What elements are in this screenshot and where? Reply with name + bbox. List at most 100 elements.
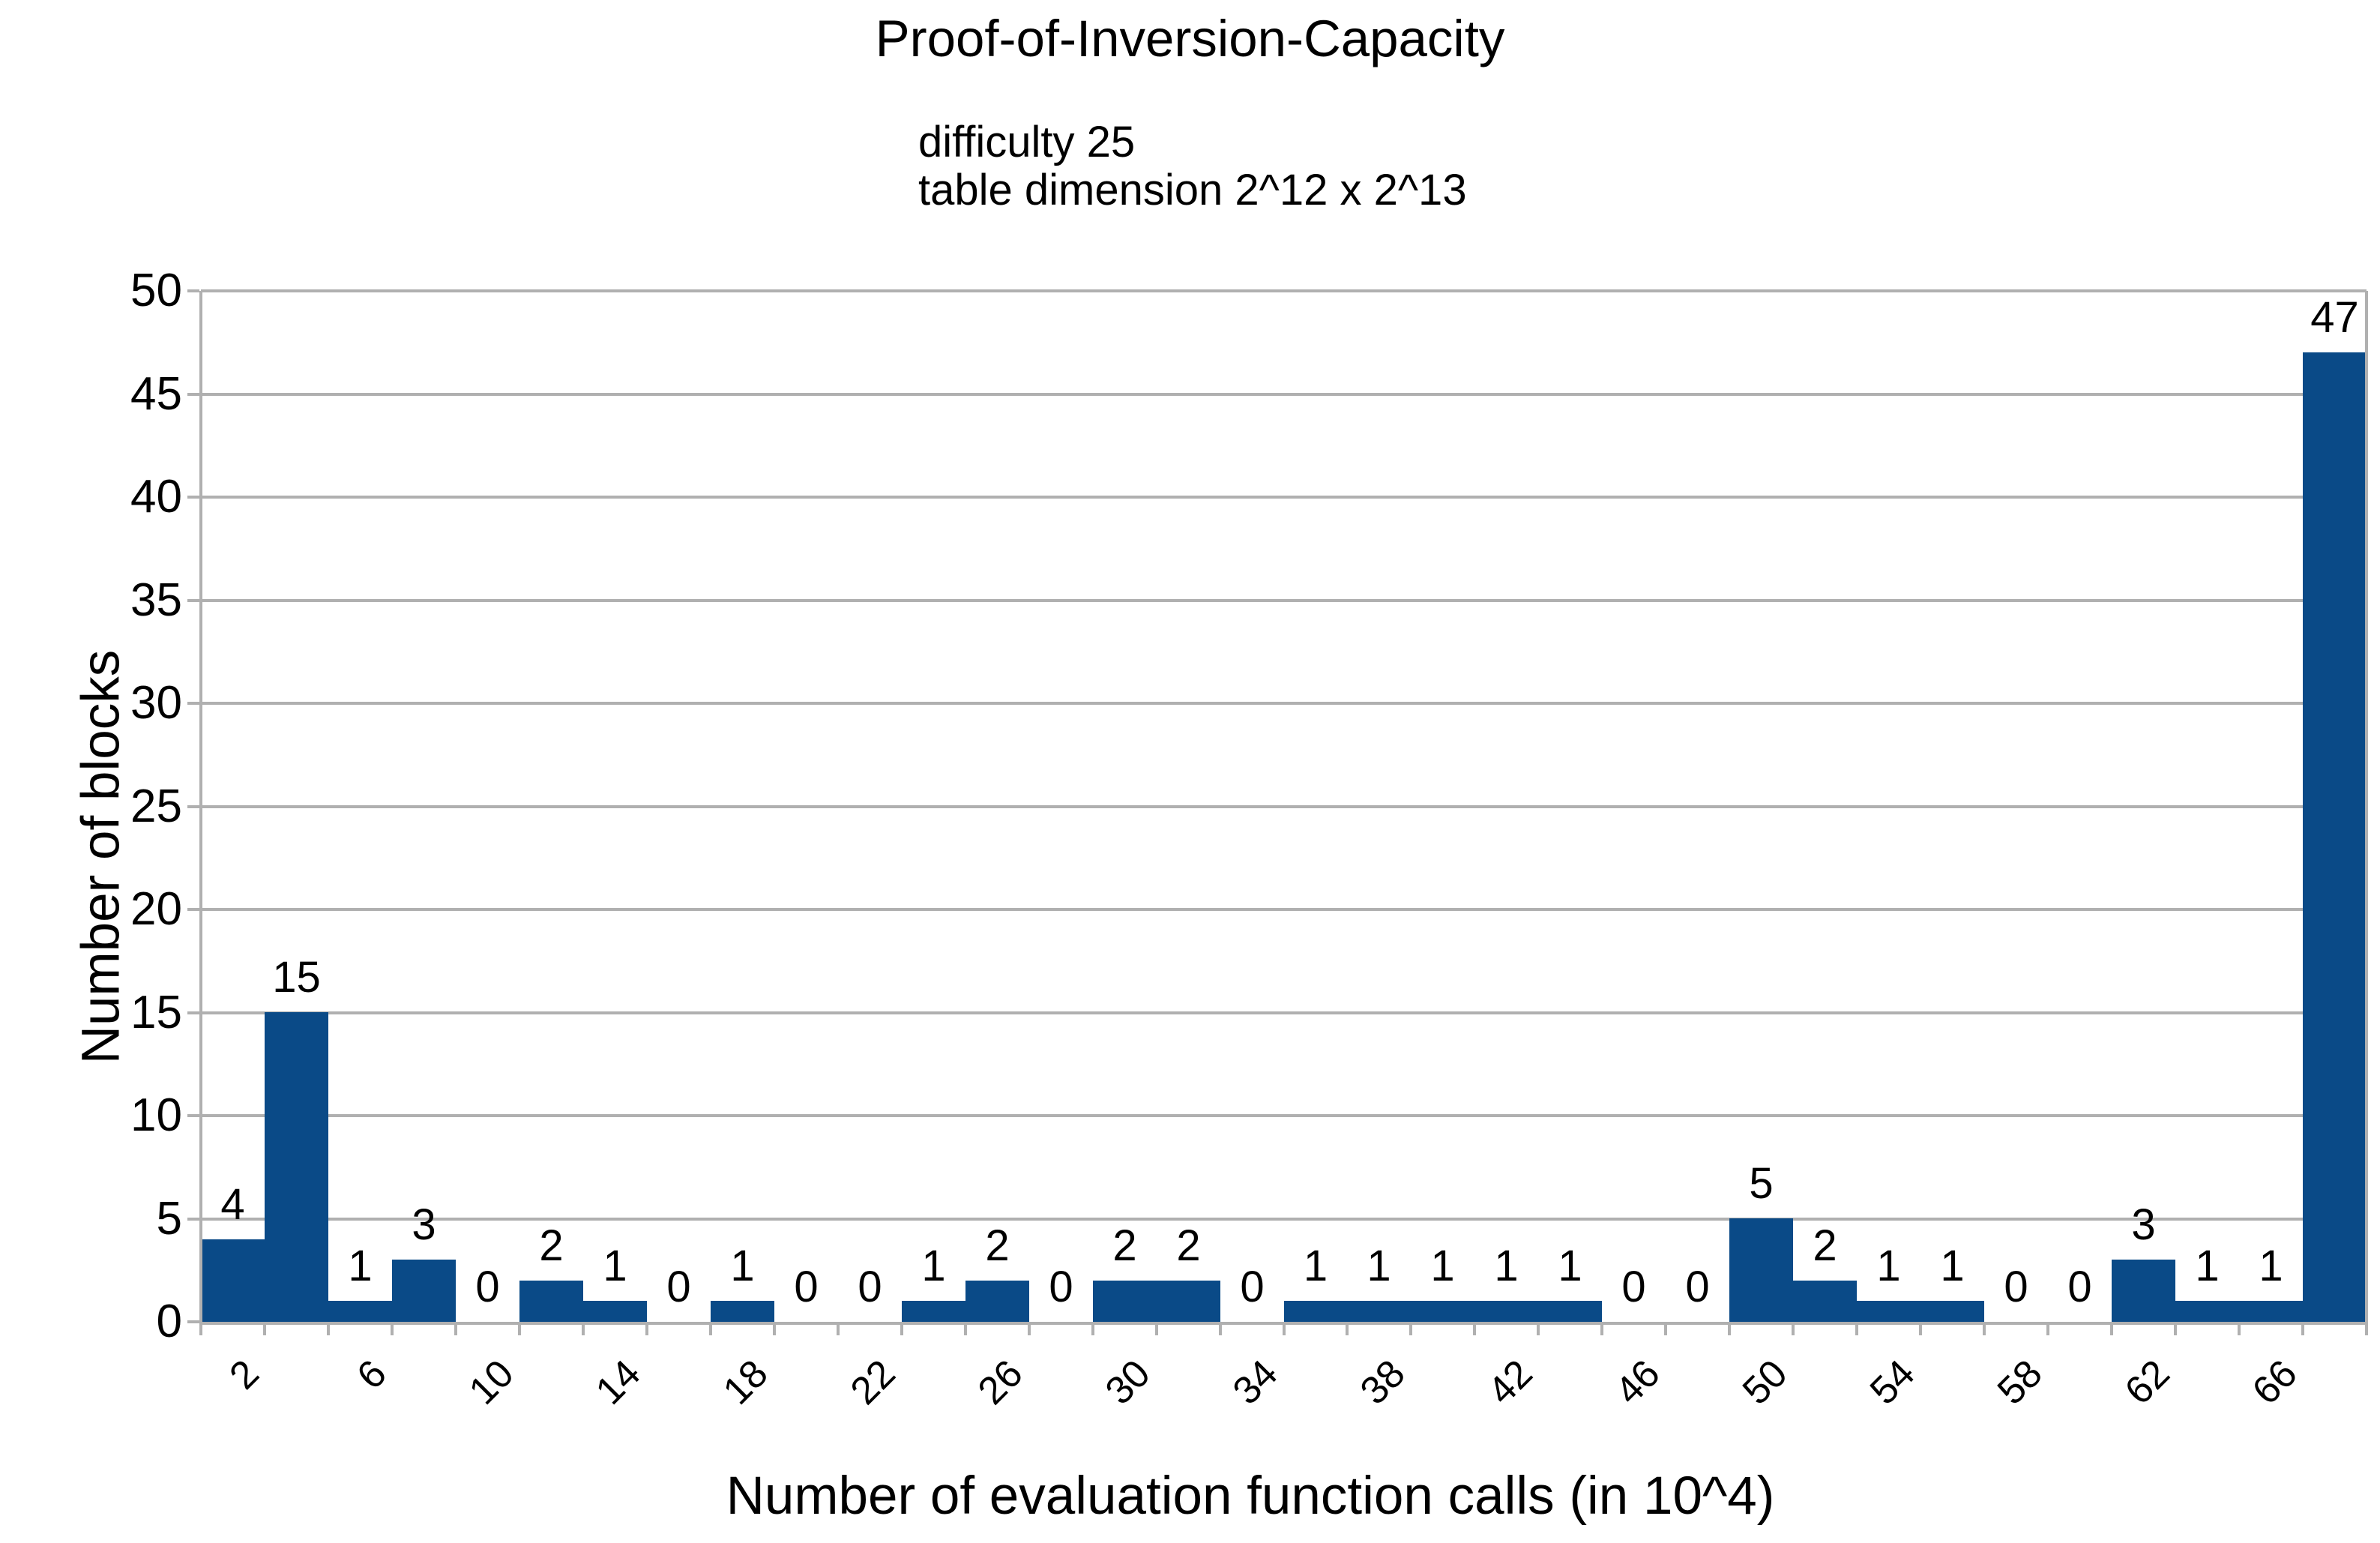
x-axis-tick	[2365, 1325, 2368, 1335]
y-gridline	[201, 496, 2367, 499]
x-axis-tick	[773, 1325, 776, 1335]
y-axis-tick	[187, 496, 199, 499]
y-axis-tick	[187, 702, 199, 705]
bar-value-label: 1	[348, 1242, 373, 1290]
chart-subtitle-line-1: difficulty 25	[918, 118, 1136, 166]
bar-value-label: 2	[1112, 1221, 1137, 1270]
x-axis-tick	[2238, 1325, 2241, 1335]
bar	[1538, 1301, 1602, 1322]
x-axis-tick	[645, 1325, 648, 1335]
y-tick-label: 0	[156, 1296, 182, 1347]
bar-value-label: 1	[1940, 1242, 1965, 1290]
bar-value-label: 2	[539, 1221, 564, 1270]
bar-value-label: 0	[1049, 1263, 1073, 1311]
x-tick-label-text: 66	[2244, 1351, 2306, 1413]
y-axis-tick	[187, 908, 199, 911]
bar	[583, 1301, 647, 1322]
y-tick-label: 50	[130, 265, 182, 316]
bar-value-label: 0	[858, 1263, 882, 1311]
y-axis-tick	[187, 804, 199, 808]
x-axis-tick	[1028, 1325, 1031, 1335]
x-axis-tick	[1409, 1325, 1412, 1335]
bar	[2239, 1301, 2303, 1322]
bar	[1093, 1281, 1157, 1322]
y-tick-label: 10	[130, 1089, 182, 1141]
y-tick-label: 5	[156, 1192, 182, 1245]
y-axis-line	[199, 291, 202, 1325]
bar-value-label: 1	[921, 1242, 946, 1290]
x-axis-tick	[1728, 1325, 1731, 1335]
bar-value-label: 0	[2004, 1263, 2028, 1311]
x-axis-tick	[1346, 1325, 1349, 1335]
x-tick-label: 66	[2052, 1352, 2306, 1413]
x-axis-tick	[1792, 1325, 1795, 1335]
y-gridline	[201, 908, 2367, 911]
x-axis-tick	[1855, 1325, 1858, 1335]
bar-value-label: 1	[1303, 1242, 1328, 1290]
x-axis-tick	[1283, 1325, 1286, 1335]
x-axis-tick	[964, 1325, 967, 1335]
y-axis-tick	[187, 1114, 199, 1117]
bar	[1157, 1281, 1220, 1322]
x-axis-tick	[1155, 1325, 1158, 1335]
bar	[1920, 1301, 1984, 1322]
bar	[965, 1281, 1029, 1322]
y-gridline	[201, 289, 2367, 292]
x-axis-title: Number of evaluation function calls (in …	[726, 1467, 1775, 1526]
chart-subtitle-line-2: table dimension 2^12 x 2^13	[918, 166, 1467, 214]
bar	[519, 1281, 583, 1322]
bar-value-label: 2	[985, 1221, 1010, 1270]
y-gridline	[201, 1217, 2367, 1221]
bar-value-label: 1	[2259, 1242, 2283, 1290]
bar-value-label: 4	[220, 1180, 245, 1229]
x-axis-tick	[1983, 1325, 1986, 1335]
x-axis-tick	[2046, 1325, 2049, 1335]
bar-value-label: 5	[1749, 1159, 1774, 1208]
x-axis-tick	[900, 1325, 903, 1335]
y-axis-tick	[187, 598, 199, 602]
y-gridline	[201, 392, 2367, 396]
y-gridline	[201, 702, 2367, 705]
bar	[1857, 1301, 1920, 1322]
bar-value-label: 0	[794, 1263, 819, 1311]
x-axis-tick	[582, 1325, 585, 1335]
bar-value-label: 0	[1685, 1263, 1710, 1311]
bar	[2175, 1301, 2239, 1322]
bar	[328, 1301, 392, 1322]
bar	[265, 1012, 328, 1322]
x-axis-tick	[1537, 1325, 1540, 1335]
bar	[902, 1301, 965, 1322]
bar-value-label: 1	[1367, 1242, 1391, 1290]
bar	[711, 1301, 774, 1322]
bar	[1284, 1301, 1347, 1322]
x-axis-tick	[709, 1325, 712, 1335]
bar	[1411, 1301, 1474, 1322]
x-axis-tick	[518, 1325, 521, 1335]
bar-value-label: 1	[730, 1242, 755, 1290]
bar-value-label: 2	[1813, 1221, 1837, 1270]
x-axis-tick	[199, 1325, 202, 1335]
plot-right-border	[2365, 291, 2368, 1325]
x-axis-tick	[263, 1325, 266, 1335]
y-tick-label: 25	[130, 780, 182, 832]
x-axis-tick	[1219, 1325, 1222, 1335]
bar	[1347, 1301, 1411, 1322]
y-gridline	[201, 804, 2367, 808]
x-axis-tick	[1600, 1325, 1603, 1335]
x-axis-tick	[391, 1325, 394, 1335]
bar-value-label: 0	[475, 1263, 500, 1311]
x-axis-tick	[2110, 1325, 2113, 1335]
bar	[1729, 1218, 1793, 1322]
x-axis-tick	[327, 1325, 330, 1335]
bar-value-label: 0	[2067, 1263, 2092, 1311]
y-axis-tick	[187, 1011, 199, 1014]
y-gridline	[201, 1114, 2367, 1117]
bar	[2112, 1260, 2175, 1322]
bar	[2303, 352, 2367, 1322]
bar-value-label: 2	[1176, 1221, 1201, 1270]
y-gridline	[201, 598, 2367, 602]
x-axis-tick	[1473, 1325, 1476, 1335]
y-tick-label: 20	[130, 883, 182, 935]
y-tick-label: 30	[130, 677, 182, 729]
